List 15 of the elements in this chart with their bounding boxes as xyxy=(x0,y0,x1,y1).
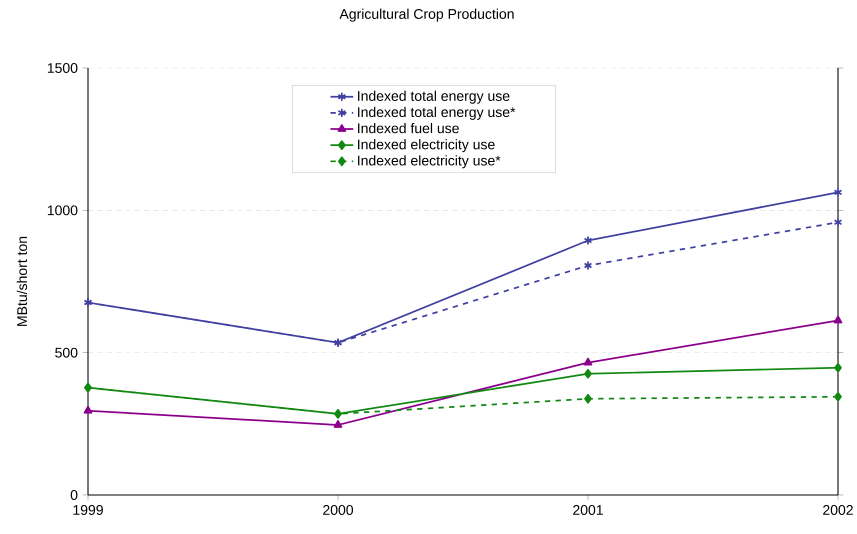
y-tick-label: 0 xyxy=(70,490,78,500)
legend-label: Indexed electricity use* xyxy=(358,155,500,168)
x-tick-label: 2000 xyxy=(323,505,354,515)
legend-label: Indexed total energy use* xyxy=(358,106,516,120)
legend-label: Indexed fuel use xyxy=(358,122,459,134)
chart-title: Agricultural Crop Production xyxy=(339,8,514,22)
x-tick-label: 2002 xyxy=(823,505,853,515)
y-tick-label: 1500 xyxy=(48,63,78,73)
y-tick-label: 500 xyxy=(55,348,78,358)
x-tick-label: 1999 xyxy=(74,505,103,515)
legend-label: Indexed electricity use xyxy=(358,139,495,152)
y-axis-title: MBtu/short ton xyxy=(16,236,28,326)
y-tick-label: 1000 xyxy=(48,205,78,216)
legend-label: Indexed total energy use xyxy=(358,90,510,104)
x-tick-label: 2001 xyxy=(573,505,603,515)
